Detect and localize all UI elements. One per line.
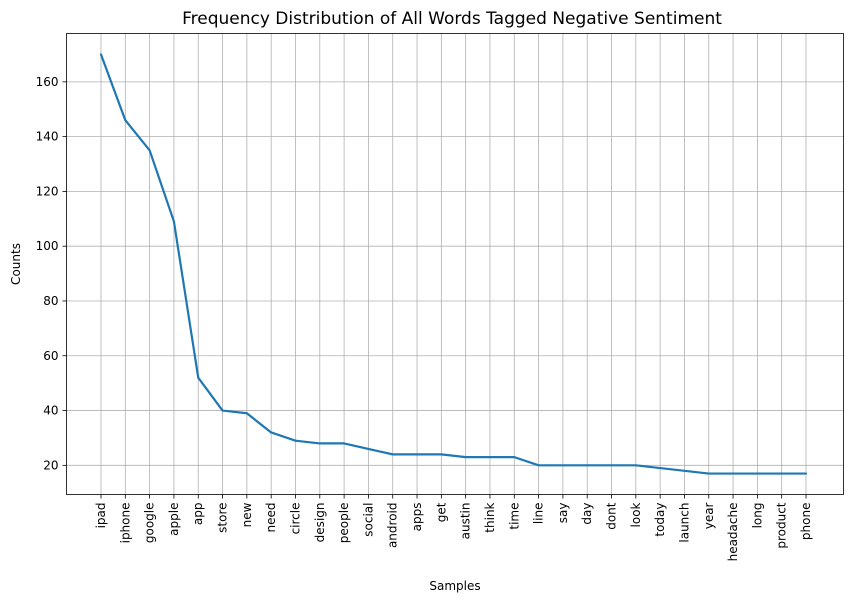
grid: [66, 33, 844, 495]
y-tick-label: 160: [36, 75, 59, 89]
x-tick-label: look: [629, 502, 643, 527]
chart-title: Frequency Distribution of All Words Tagg…: [182, 9, 722, 29]
x-tick-label: long: [750, 503, 764, 529]
x-tick-label: product: [775, 502, 789, 548]
x-tick-label: year: [702, 502, 716, 529]
x-tick-label: day: [580, 503, 594, 525]
x-tick-label: circle: [288, 503, 302, 535]
x-axis-label: Samples: [429, 579, 480, 593]
x-tick-label: people: [337, 503, 351, 544]
x-tick-label: headache: [726, 503, 740, 562]
x-axis: ipad iphone google apple app store new need circ…: [94, 494, 813, 562]
y-tick-label: 140: [36, 130, 59, 144]
y-axis-label: Counts: [9, 243, 23, 285]
x-tick-label: apple: [167, 503, 181, 536]
y-tick-label: 120: [36, 184, 59, 198]
y-tick-label: 40: [43, 404, 58, 418]
x-tick-label: say: [556, 503, 570, 524]
series-layer: [99, 53, 808, 475]
x-tick-label: new: [240, 502, 254, 527]
series-line: [99, 53, 808, 475]
x-tick-label: iphone: [118, 503, 132, 544]
x-tick-label: time: [507, 503, 521, 530]
x-tick-label: google: [143, 503, 157, 544]
x-tick-label: social: [361, 503, 375, 537]
x-tick-label: apps: [410, 503, 424, 532]
y-tick-label: 20: [43, 458, 58, 472]
y-tick-label: 100: [36, 239, 59, 253]
x-tick-label: think: [483, 502, 497, 532]
x-tick-label: store: [216, 503, 230, 533]
x-tick-label: today: [653, 503, 667, 537]
x-tick-label: android: [386, 503, 400, 549]
x-tick-label: austin: [459, 503, 473, 540]
x-tick-label: get: [434, 502, 448, 522]
y-tick-label: 80: [43, 294, 58, 308]
x-tick-label: dont: [605, 502, 619, 530]
x-tick-label: app: [191, 503, 205, 526]
y-axis: 20 40 60 80 100 120 140 160: [36, 75, 67, 472]
x-tick-label: line: [532, 503, 546, 525]
x-tick-label: ipad: [94, 503, 108, 529]
x-tick-label: design: [313, 503, 327, 543]
x-tick-label: phone: [799, 503, 813, 541]
y-tick-label: 60: [43, 349, 58, 363]
x-tick-label: need: [264, 503, 278, 533]
plot-frame: [66, 33, 844, 495]
x-tick-label: launch: [677, 503, 691, 543]
